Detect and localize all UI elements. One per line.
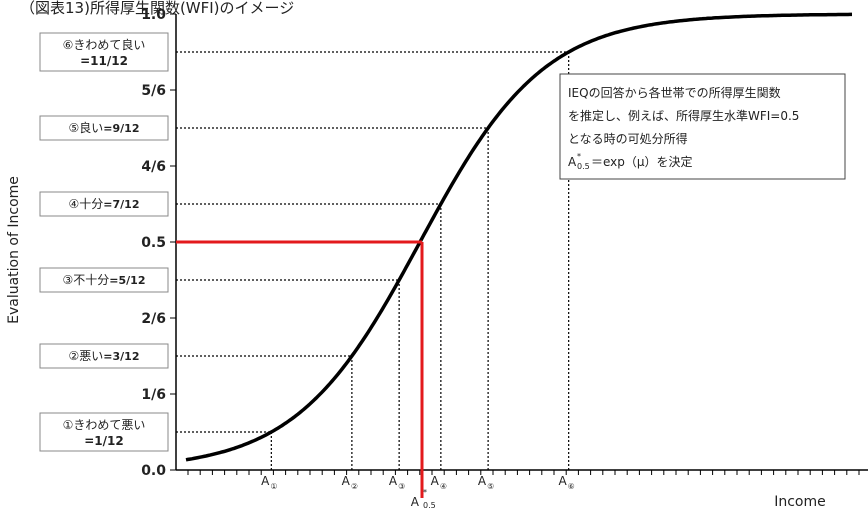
x-axis-label: Income [774, 494, 826, 510]
category-main: ⑥きわめて良い [63, 37, 146, 52]
x-marker-sub: ⑥ [568, 482, 575, 491]
annotation-formula-sup: * [577, 152, 581, 161]
category-box-frame [39, 191, 169, 217]
category-value: =9/12 [103, 122, 139, 135]
y-tick-label: 5/6 [141, 83, 166, 99]
category-box: ⑤良い=9/12 [39, 115, 169, 141]
x-marker-sub: ② [351, 482, 358, 491]
highlight-label-sup: * [423, 488, 427, 497]
annotation-line-1: IEQの回答から各世帯での所得厚生関数 [568, 85, 781, 100]
category-main: ③不十分=5/12 [63, 273, 146, 287]
annotation-frame [559, 73, 846, 180]
category-box-frame [39, 115, 169, 141]
category-main: ①きわめて悪い [63, 418, 146, 432]
x-marker-label: A [389, 474, 398, 488]
x-marker-label: A [342, 474, 351, 488]
category-box: ②悪い=3/12 [39, 343, 169, 369]
chart-title: （図表13)所得厚生関数(WFI)のイメージ [20, 0, 294, 17]
highlight-label: A [411, 495, 420, 509]
highlight-label-sub: 0.5 [423, 501, 436, 510]
category-main: ④十分=7/12 [69, 197, 140, 211]
y-tick-label: 4/6 [141, 159, 166, 175]
y-tick-label: 0.5 [141, 235, 166, 251]
category-value: =1/12 [84, 434, 124, 448]
annotation-line-3: となる時の可処分所得 [568, 131, 688, 146]
annotation-formula-sub: 0.5 [577, 162, 590, 171]
x-marker-label: A [478, 474, 487, 488]
category-box: ③不十分=5/12 [39, 267, 169, 293]
category-box-frame [39, 343, 169, 369]
category-main: ⑤良い=9/12 [69, 120, 140, 135]
category-value: =5/12 [109, 274, 145, 287]
x-marker-sub: ⑤ [487, 482, 494, 491]
category-main: ②悪い=3/12 [69, 349, 140, 363]
annotation-box: IEQの回答から各世帯での所得厚生関数 を推定し、例えば、所得厚生水準WFI=0… [559, 73, 846, 180]
x-marker-label: A [558, 474, 567, 488]
category-box-frame [39, 267, 169, 293]
category-value: =11/12 [80, 54, 128, 68]
x-marker-label: A [261, 474, 270, 488]
category-box: ④十分=7/12 [39, 191, 169, 217]
category-value: =3/12 [103, 350, 139, 363]
annotation-formula-rest: ＝exp（μ）を決定 [591, 154, 693, 169]
y-tick-label: 2/6 [141, 311, 166, 327]
y-axis-label: Evaluation of Income [6, 176, 22, 324]
y-tick-label: 1/6 [141, 387, 166, 403]
x-marker-sub: ① [270, 482, 277, 491]
x-marker-sub: ③ [398, 482, 405, 491]
category-box-frame [39, 412, 169, 452]
series-curve [185, 12, 852, 462]
category-value: =7/12 [103, 198, 139, 211]
category-box: ⑥きわめて良い =11/12 [39, 32, 169, 72]
y-tick-label: 1.0 [141, 7, 166, 23]
annotation-formula-main: A [568, 155, 577, 169]
x-marker-label: A [431, 474, 440, 488]
category-box: ①きわめて悪い =1/12 [39, 412, 169, 452]
annotation-line-2: を推定し、例えば、所得厚生水準WFI=0.5 [568, 108, 799, 123]
category-box-frame [39, 32, 169, 72]
y-tick-label: 0.0 [141, 463, 166, 479]
x-marker-sub: ④ [440, 482, 447, 491]
